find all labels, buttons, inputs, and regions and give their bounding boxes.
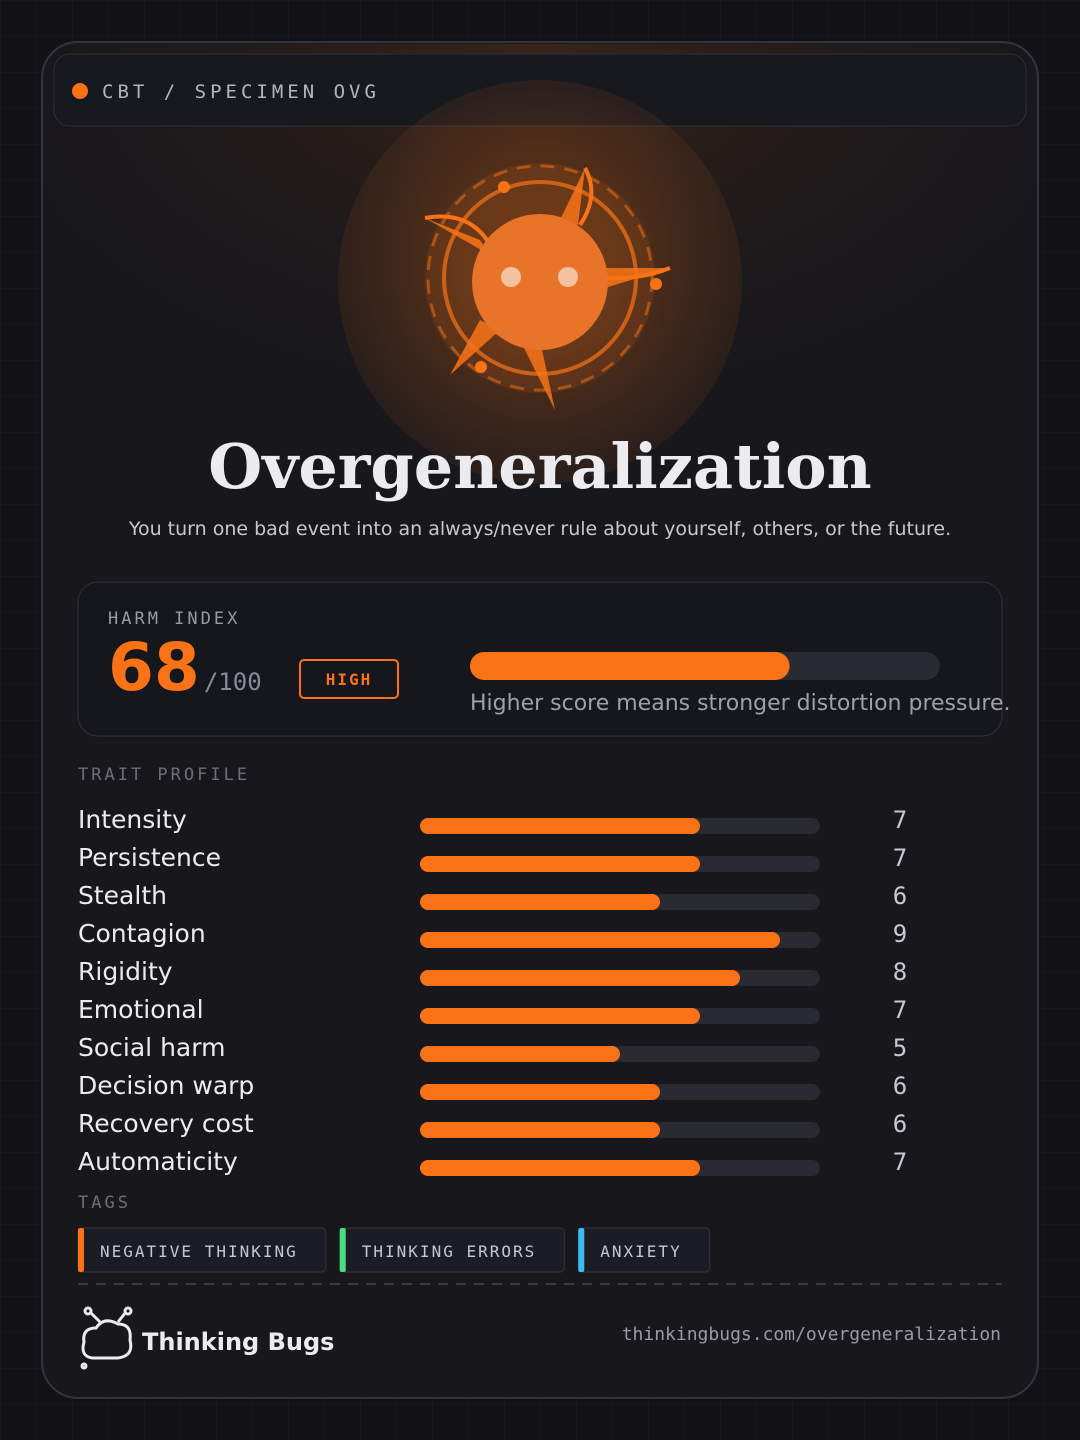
trait-value: 6 — [893, 882, 907, 910]
level-text: HIGH — [326, 670, 373, 689]
trait-value: 7 — [893, 806, 907, 834]
tag-marker — [578, 1228, 585, 1272]
footer-url: thinkingbugs.com/overgeneralization — [622, 1324, 1001, 1345]
trait-value: 7 — [893, 844, 907, 872]
trait-bar — [420, 894, 660, 910]
harm-bar — [470, 652, 790, 680]
trait-name: Social harm — [78, 1033, 225, 1062]
trait-value: 7 — [893, 996, 907, 1024]
trait-value: 8 — [893, 958, 907, 986]
harm-caption: Higher score means stronger distortion p… — [470, 691, 1011, 716]
harm-scale: /100 — [204, 668, 262, 696]
tag-label: NEGATIVE THINKING — [100, 1242, 298, 1261]
harm-label: HARM INDEX — [108, 609, 240, 629]
header-code: CBT / SPECIMEN OVG — [102, 81, 380, 103]
title: Overgeneralization — [208, 430, 871, 503]
harm-score: 68 — [108, 629, 200, 706]
trait-bar — [420, 1160, 700, 1176]
tag-marker — [78, 1228, 84, 1272]
trait-bar — [420, 818, 700, 834]
trait-value: 9 — [893, 920, 907, 948]
trait-bar — [420, 932, 780, 948]
subtitle: You turn one bad event into an always/ne… — [128, 518, 951, 540]
tag-label: THINKING ERRORS — [362, 1242, 537, 1261]
level-badge — [299, 659, 399, 699]
trait-value: 7 — [893, 1148, 907, 1176]
trait-value: 6 — [893, 1072, 907, 1100]
trait-bar — [420, 1008, 700, 1024]
bug-illustration — [338, 80, 742, 484]
traits-label: TRAIT PROFILE — [78, 765, 250, 785]
trait-bar — [420, 1084, 660, 1100]
trait-name: Recovery cost — [78, 1109, 254, 1138]
trait-name: Contagion — [78, 919, 206, 948]
brand-logo — [80, 1306, 133, 1370]
tag-marker — [339, 1228, 346, 1272]
trait-name: Persistence — [78, 843, 221, 872]
trait-name: Emotional — [78, 995, 204, 1024]
trait-bar — [420, 1046, 620, 1062]
trait-name: Intensity — [78, 805, 187, 834]
trait-bar — [420, 970, 740, 986]
trait-name: Automaticity — [78, 1147, 238, 1176]
trait-value: 5 — [893, 1034, 907, 1062]
tag-label: ANXIETY — [600, 1242, 681, 1261]
brand-name: Thinking Bugs — [142, 1328, 334, 1356]
trait-bar — [420, 856, 700, 872]
trait-name: Rigidity — [78, 957, 173, 986]
status-dot — [72, 83, 88, 99]
trait-value: 6 — [893, 1110, 907, 1138]
trait-bar — [420, 1122, 660, 1138]
trait-name: Stealth — [78, 881, 167, 910]
tags-label: TAGS — [78, 1193, 131, 1213]
trait-name: Decision warp — [78, 1071, 254, 1100]
